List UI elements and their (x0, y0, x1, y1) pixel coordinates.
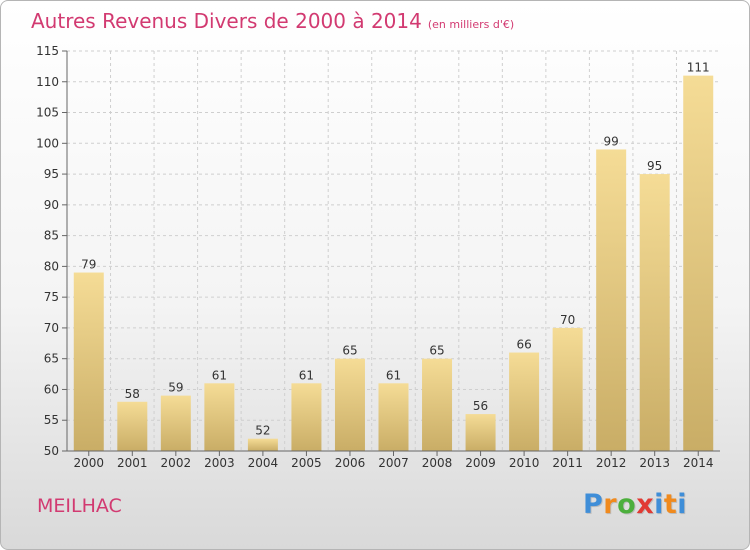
bar (596, 149, 627, 451)
data-label: 61 (212, 368, 227, 382)
y-tick-label: 65 (44, 352, 59, 366)
y-tick-label: 85 (44, 229, 59, 243)
bar (334, 358, 365, 451)
y-tick-label: 70 (44, 321, 59, 335)
y-tick-label: 75 (44, 290, 59, 304)
x-tick-label: 2010 (509, 456, 540, 470)
bar (160, 395, 191, 451)
y-tick-label: 60 (44, 382, 59, 396)
x-tick-label: 2003 (204, 456, 235, 470)
y-tick-label: 100 (36, 136, 59, 150)
x-tick-label: 2011 (552, 456, 583, 470)
y-tick-label: 90 (44, 198, 59, 212)
chart-title: Autres Revenus Divers de 2000 à 2014 (en … (31, 9, 514, 33)
bar (422, 358, 453, 451)
y-tick-label: 50 (44, 444, 59, 458)
data-label: 59 (168, 381, 183, 395)
logo-letter: i (654, 489, 664, 520)
bar (291, 383, 322, 451)
axes (62, 50, 720, 456)
bar (509, 352, 540, 451)
logo-letter: t (663, 489, 678, 520)
bar (204, 383, 235, 451)
x-tick-label: 2001 (117, 456, 148, 470)
logo-letter: r (603, 489, 618, 520)
data-label: 111 (687, 61, 710, 75)
data-label: 79 (81, 258, 96, 272)
x-tick-label: 2004 (248, 456, 279, 470)
bar (465, 414, 496, 451)
bar (378, 383, 409, 451)
bar (552, 327, 583, 451)
y-tick-label: 105 (36, 106, 59, 120)
data-label: 65 (429, 344, 444, 358)
bar (73, 272, 104, 451)
data-label: 99 (604, 134, 619, 148)
bar (683, 75, 714, 451)
data-label: 65 (342, 344, 357, 358)
x-tick-label: 2008 (422, 456, 453, 470)
x-tick-label: 2005 (291, 456, 322, 470)
bar (639, 174, 670, 452)
data-label: 66 (516, 338, 531, 352)
x-tick-label: 2006 (335, 456, 366, 470)
data-label: 56 (473, 399, 488, 413)
data-label: 52 (255, 424, 270, 438)
data-label: 70 (560, 313, 575, 327)
logo-letter: o (617, 489, 637, 520)
logo-letter: i (677, 489, 688, 520)
chart-subtitle: (en milliers d'€) (427, 18, 515, 31)
x-tick-label: 2014 (683, 456, 714, 470)
bars (73, 75, 714, 452)
bar (247, 438, 278, 451)
bar (117, 401, 148, 451)
y-tick-label: 110 (36, 75, 59, 89)
data-label: 95 (647, 159, 662, 173)
y-tick-label: 80 (44, 259, 59, 273)
x-tick-label: 2007 (378, 456, 409, 470)
x-tick-label: 2013 (639, 456, 670, 470)
x-tick-label: 2000 (73, 456, 104, 470)
y-tick-label: 95 (44, 167, 59, 181)
data-label: 61 (299, 368, 314, 382)
x-tick-label: 2012 (596, 456, 627, 470)
proxiti-logo: Proxiti (583, 489, 687, 520)
y-tick-label: 55 (44, 413, 59, 427)
x-tick-label: 2009 (465, 456, 496, 470)
town-name: MEILHAC (37, 495, 122, 517)
logo-letter: P (583, 489, 604, 520)
y-tick-label: 115 (36, 44, 59, 58)
logo-letter: x (636, 489, 655, 520)
data-label: 61 (386, 368, 401, 382)
data-label: 58 (125, 387, 140, 401)
x-tick-label: 2002 (161, 456, 192, 470)
labels: 50 55 60 65 70 75 80 85 90 95 100 105 110 115 79 2000 58… (36, 44, 713, 470)
chart-title-text: Autres Revenus Divers de 2000 à 2014 (31, 9, 422, 33)
